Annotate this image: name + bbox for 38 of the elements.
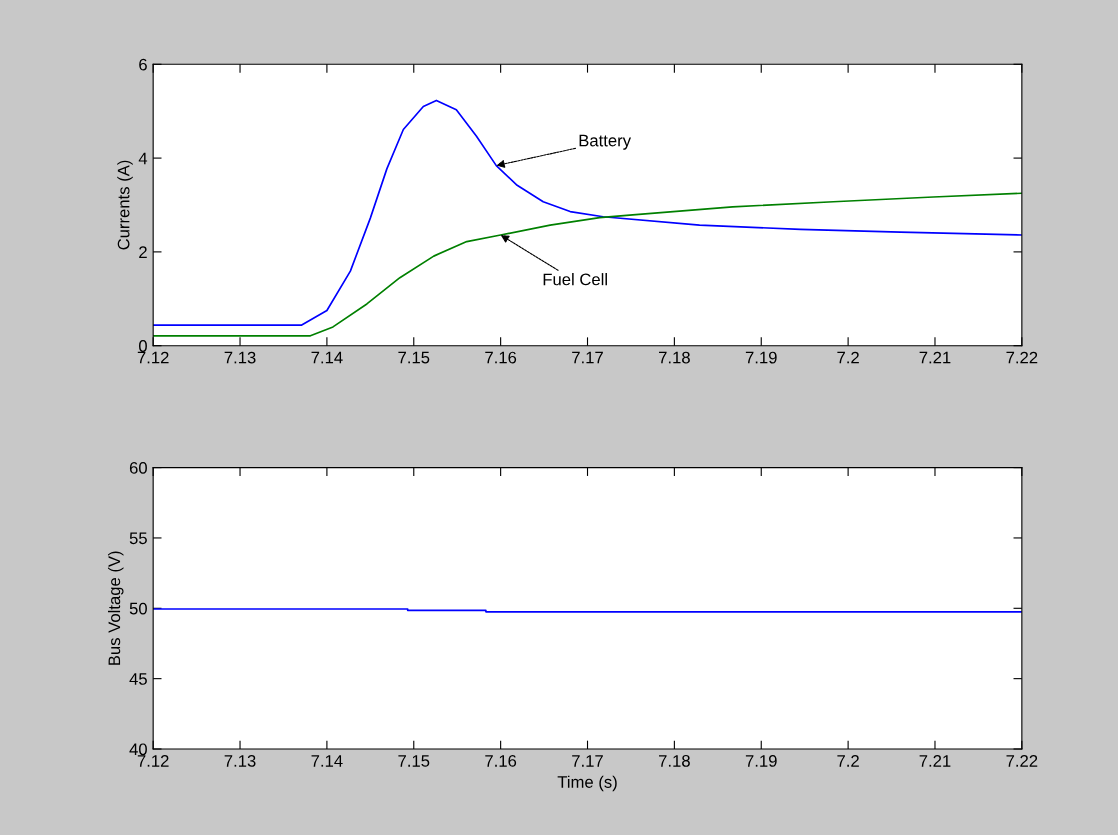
x-tick-label: 7.17 [572, 351, 603, 364]
x-tick-label: 7.2 [837, 351, 859, 364]
x-tick-label: 7.21 [919, 754, 951, 767]
y-tick-label: 4 [138, 152, 148, 165]
y-axis-title: Currents (A) [117, 160, 133, 250]
line-series [153, 192, 1022, 337]
x-tick-label: 7.15 [398, 755, 430, 767]
x-tick-label: 7.19 [745, 754, 777, 767]
x-tick-label: 7.12 [137, 754, 169, 767]
x-tick-label: 7.12 [137, 351, 169, 364]
y-tick-label: 50 [129, 602, 147, 615]
x-tick-label: 7.15 [398, 351, 430, 364]
line-series [153, 99, 1022, 326]
y-axis-title: Bus Voltage (V) [107, 551, 124, 665]
x-tick-label: 7.18 [659, 351, 690, 364]
x-tick-label: 7.14 [311, 351, 343, 364]
x-tick-label: 7.19 [745, 351, 777, 364]
y-tick-label: 55 [129, 532, 147, 545]
x-tick-label: 7.14 [311, 755, 343, 767]
x-tick-label: 7.2 [837, 754, 859, 767]
y-tick-label: 6 [139, 58, 147, 71]
annotation: Fuel Cell [543, 273, 607, 286]
x-tick-label: 7.21 [919, 351, 951, 364]
annotation: Battery [579, 134, 632, 150]
x-tick-label: 7.16 [485, 351, 517, 364]
x-tick-label: 7.17 [572, 755, 603, 767]
y-tick-label: 45 [129, 673, 147, 685]
x-tick-label: 7.18 [659, 754, 690, 767]
y-tick-label: 2 [139, 246, 147, 258]
x-tick-label: 7.22 [1006, 754, 1038, 767]
x-tick-label: 7.22 [1006, 351, 1038, 364]
y-tick-label: 0 [138, 340, 147, 352]
x-tick-label: 7.13 [224, 754, 256, 767]
y-tick-label: 40 [129, 743, 147, 756]
y-tick-label: 60 [129, 462, 147, 474]
x-tick-label: 7.16 [485, 754, 517, 767]
x-tick-label: 7.13 [224, 351, 256, 364]
x-axis-title: Time (s) [557, 775, 617, 792]
